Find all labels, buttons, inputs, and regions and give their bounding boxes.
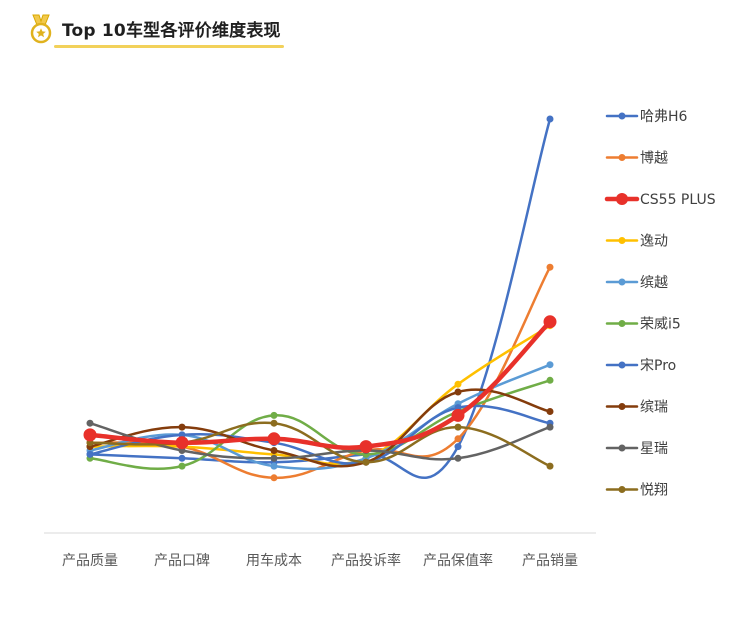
- legend-label: 博越: [640, 150, 668, 167]
- data-point: [454, 454, 462, 462]
- legend-item: 宋Pro: [605, 358, 676, 374]
- legend-swatch-marker: [618, 361, 626, 369]
- medal-icon: [30, 14, 52, 44]
- data-point: [270, 454, 278, 462]
- series-line: [88, 388, 552, 468]
- data-point: [175, 436, 189, 450]
- x-tick-label: 产品保值率: [423, 552, 493, 569]
- data-point: [359, 440, 373, 454]
- data-point: [454, 423, 462, 431]
- data-point: [270, 419, 278, 427]
- x-tick-label: 产品销量: [522, 553, 578, 569]
- legend-swatch-marker: [618, 320, 626, 327]
- legend-item: CS55 PLUS: [604, 192, 716, 208]
- x-tick-label: 产品口碑: [154, 553, 210, 569]
- data-point: [451, 408, 465, 422]
- legend-label: 荣威i5: [640, 317, 681, 333]
- series-0: [86, 115, 554, 480]
- legend-item: 逸动: [605, 234, 668, 250]
- data-point: [546, 263, 554, 271]
- legend-item: 荣威i5: [605, 317, 681, 333]
- legend-label: 宋Pro: [640, 358, 676, 374]
- series-line: [88, 421, 552, 461]
- legend-swatch-marker: [618, 237, 626, 244]
- legend-label: 缤越: [640, 275, 668, 291]
- data-point: [454, 443, 462, 451]
- data-point: [86, 419, 94, 427]
- data-point: [454, 388, 462, 396]
- legend-item: 博越: [605, 150, 668, 167]
- x-tick-label: 产品投诉率: [331, 552, 401, 569]
- legend-item: 缤瑞: [605, 400, 668, 416]
- legend-label: 缤瑞: [640, 400, 668, 416]
- legend-label: 逸动: [640, 234, 668, 250]
- data-point: [270, 447, 278, 454]
- series-line: [88, 117, 552, 480]
- x-tick-label: 产品质量: [62, 553, 118, 569]
- legend-swatch-marker: [618, 112, 626, 120]
- legend-label: 悦翔: [640, 483, 668, 499]
- legend-swatch-marker: [618, 486, 626, 493]
- legend-item: 哈弗H6: [605, 109, 688, 125]
- data-point: [83, 428, 97, 442]
- legend-label: 星瑞: [640, 441, 668, 457]
- data-point: [543, 315, 557, 329]
- title-underline: [54, 45, 284, 48]
- data-point: [270, 474, 278, 482]
- x-tick-label: 用车成本: [246, 552, 302, 569]
- data-point: [270, 462, 278, 470]
- data-point: [546, 462, 554, 470]
- data-point: [546, 376, 554, 384]
- legend-item: 缤越: [605, 275, 668, 291]
- data-point: [178, 462, 186, 470]
- legend-label: 哈弗H6: [640, 109, 688, 125]
- data-point: [546, 423, 554, 431]
- legend-swatch-marker: [618, 403, 626, 410]
- series-2: [83, 315, 557, 454]
- data-point: [546, 115, 554, 123]
- data-point: [546, 361, 554, 369]
- series-1: [86, 263, 554, 482]
- legend-item: 悦翔: [605, 483, 668, 499]
- legend-item: 星瑞: [605, 441, 668, 457]
- data-point: [178, 423, 186, 431]
- data-point: [270, 411, 278, 419]
- legend-swatch-marker: [618, 154, 626, 161]
- data-point: [362, 458, 370, 466]
- legend-swatch-marker: [618, 278, 626, 286]
- legend-swatch-marker: [616, 193, 628, 205]
- data-point: [454, 380, 462, 388]
- data-point: [546, 408, 554, 415]
- data-point: [86, 450, 94, 458]
- data-point: [178, 454, 186, 462]
- series-8: [86, 419, 554, 462]
- legend-label: CS55 PLUS: [640, 192, 716, 208]
- data-point: [454, 435, 462, 443]
- chart-title: Top 10车型各评价维度表现: [62, 21, 281, 41]
- series-line: [88, 404, 552, 465]
- legend-swatch-marker: [618, 444, 626, 452]
- data-point: [267, 432, 281, 446]
